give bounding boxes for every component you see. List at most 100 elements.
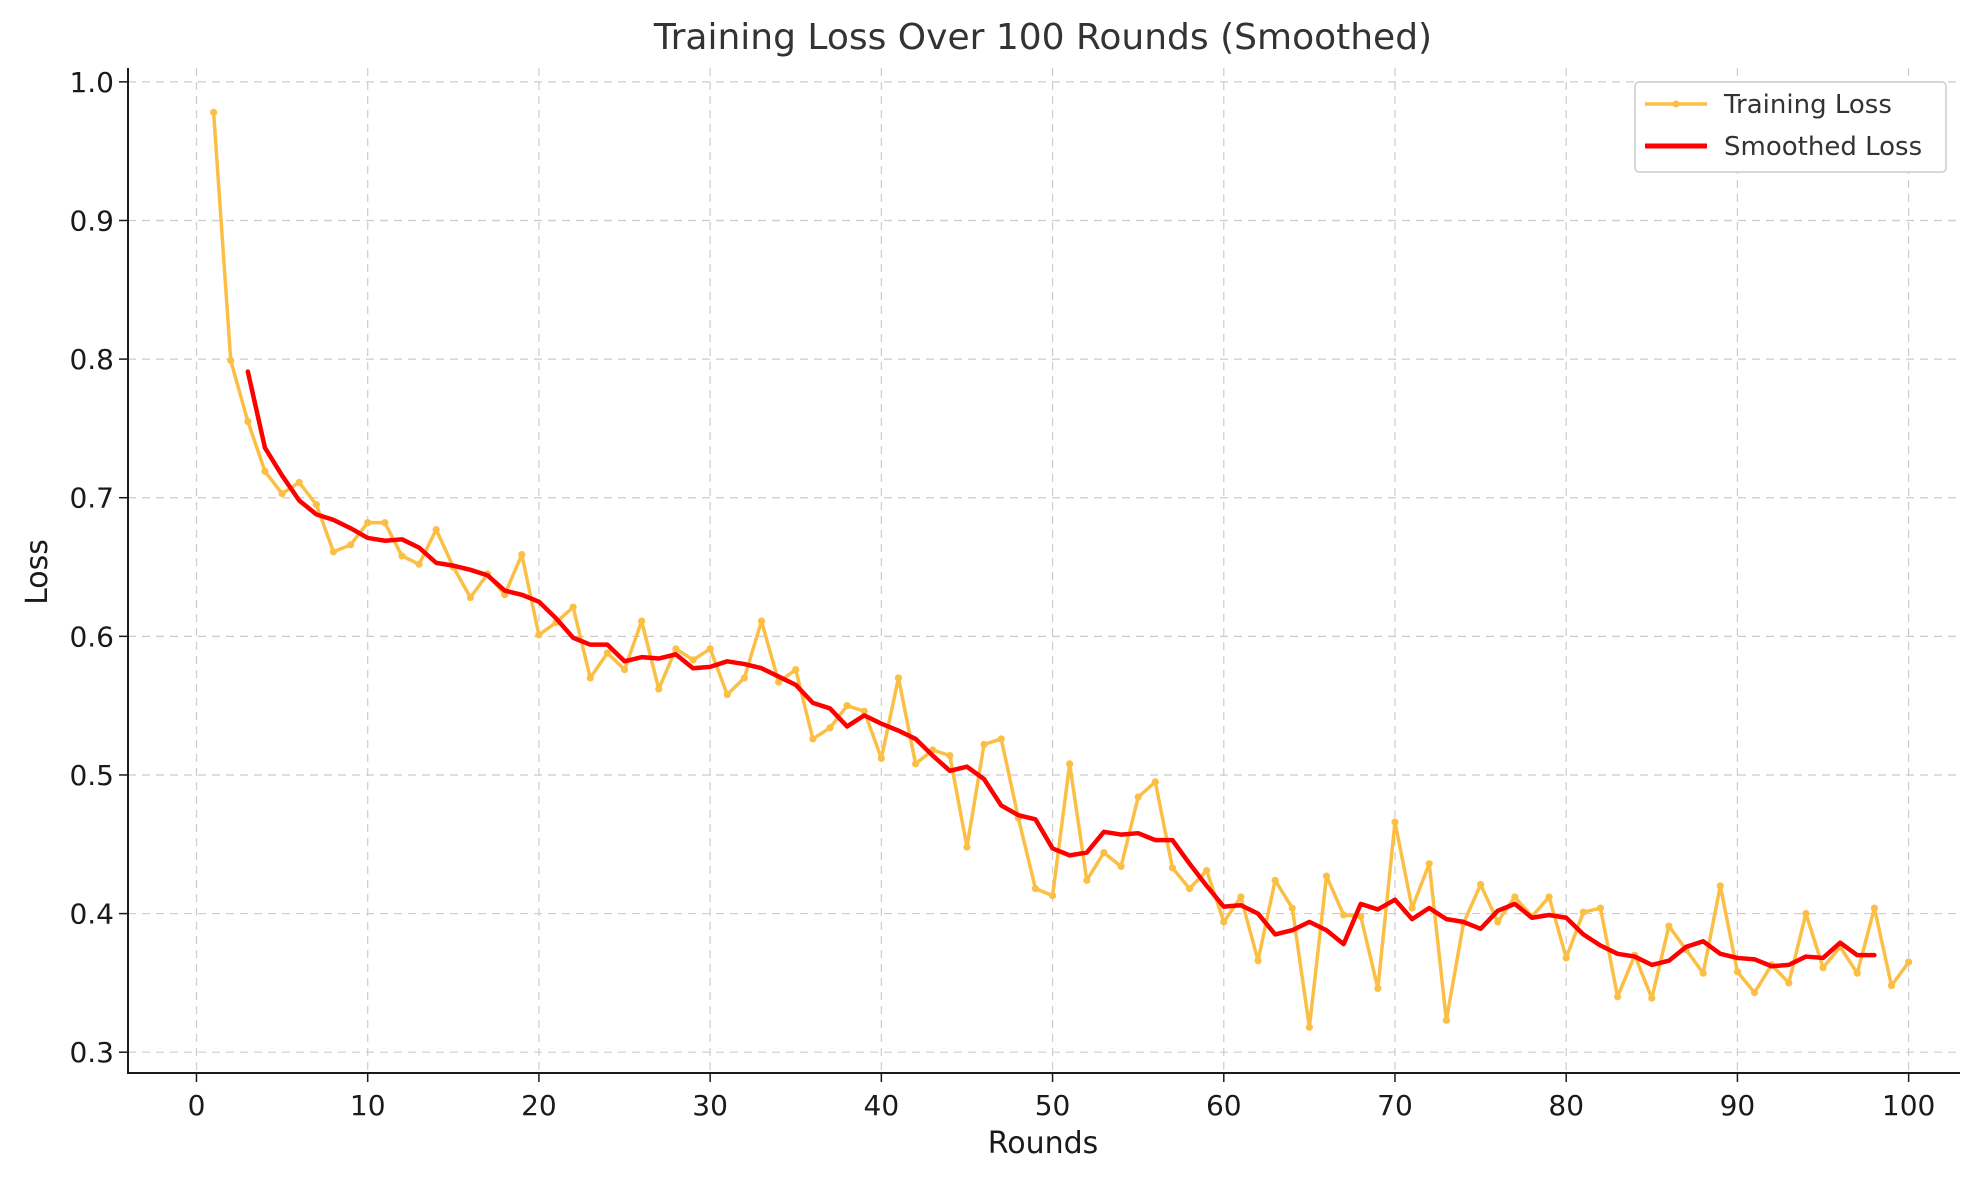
data-point-training-loss xyxy=(1425,860,1433,868)
data-point-training-loss xyxy=(1699,969,1707,977)
data-point-training-loss xyxy=(1477,880,1485,889)
x-tick-label: 50 xyxy=(1035,1089,1071,1122)
data-point-training-loss xyxy=(980,740,988,749)
data-point-training-loss xyxy=(757,617,766,625)
data-point-training-loss xyxy=(1716,882,1724,890)
data-point-training-loss xyxy=(1665,922,1673,930)
data-point-training-loss xyxy=(1100,848,1108,857)
data-point-training-loss xyxy=(860,707,868,715)
data-point-training-loss xyxy=(1802,909,1810,918)
data-point-training-loss xyxy=(1203,867,1211,875)
data-point-training-loss xyxy=(398,552,406,560)
grid xyxy=(128,68,1960,1073)
data-point-training-loss xyxy=(1237,893,1245,901)
x-tick-label: 80 xyxy=(1548,1089,1584,1122)
legend-label-training-loss: Training Loss xyxy=(1723,90,1892,120)
data-point-training-loss xyxy=(381,519,389,527)
data-point-training-loss xyxy=(210,108,218,116)
data-point-training-loss xyxy=(1887,982,1896,990)
y-tick-label: 1.0 xyxy=(69,66,114,99)
data-point-training-loss xyxy=(535,631,543,639)
data-point-training-loss xyxy=(1220,918,1228,926)
data-point-training-loss xyxy=(432,526,440,534)
data-point-training-loss xyxy=(1545,893,1553,901)
data-point-training-loss xyxy=(312,501,320,509)
y-tick-label: 0.6 xyxy=(69,620,114,653)
data-point-training-loss xyxy=(346,541,355,549)
data-point-training-loss xyxy=(518,550,526,559)
data-point-training-loss xyxy=(723,690,731,699)
data-point-training-loss xyxy=(1048,891,1057,900)
data-point-training-loss xyxy=(261,467,269,475)
series-layer xyxy=(210,108,1913,1031)
data-point-training-loss xyxy=(1374,984,1382,993)
data-point-training-loss xyxy=(1340,911,1348,919)
data-point-training-loss xyxy=(1271,876,1279,884)
data-point-training-loss xyxy=(1134,793,1142,801)
data-point-training-loss xyxy=(1151,778,1159,786)
data-point-training-loss xyxy=(415,560,423,568)
data-point-training-loss xyxy=(1083,876,1091,884)
data-point-training-loss xyxy=(1870,904,1878,912)
x-tick-label: 70 xyxy=(1377,1089,1413,1122)
data-point-training-loss xyxy=(1391,818,1399,826)
axes xyxy=(127,68,1960,1074)
chart-title: Training Loss Over 100 Rounds (Smoothed) xyxy=(653,17,1432,58)
data-point-training-loss xyxy=(1819,964,1827,972)
data-point-training-loss xyxy=(586,674,594,682)
y-tick-label: 0.5 xyxy=(69,759,114,792)
data-point-training-loss xyxy=(911,760,920,768)
data-point-training-loss xyxy=(1648,994,1656,1002)
data-point-training-loss xyxy=(1442,1016,1450,1024)
data-point-training-loss xyxy=(809,735,817,743)
data-point-training-loss xyxy=(638,617,646,625)
data-point-training-loss xyxy=(706,645,714,653)
data-point-training-loss xyxy=(1357,912,1365,920)
data-point-training-loss xyxy=(946,751,954,760)
data-point-training-loss xyxy=(1185,885,1194,893)
legend-label-smoothed-loss: Smoothed Loss xyxy=(1724,132,1922,162)
data-point-training-loss xyxy=(1031,885,1040,893)
data-point-training-loss xyxy=(1117,862,1125,871)
data-point-training-loss xyxy=(997,735,1005,743)
y-tick-label: 0.9 xyxy=(69,204,114,237)
data-point-training-loss xyxy=(227,356,235,365)
data-point-training-loss xyxy=(364,519,372,527)
data-point-training-loss xyxy=(1322,872,1331,880)
y-axis-label: Loss xyxy=(20,539,55,605)
x-tick-label: 20 xyxy=(521,1089,557,1122)
data-point-training-loss xyxy=(1511,893,1519,901)
x-tick-label: 90 xyxy=(1720,1089,1756,1122)
data-point-training-loss xyxy=(244,417,252,426)
data-point-training-loss xyxy=(1750,989,1759,997)
data-point-training-loss xyxy=(569,603,577,611)
data-point-training-loss xyxy=(1288,904,1296,912)
data-point-training-loss xyxy=(1785,979,1793,987)
data-point-training-loss xyxy=(1562,954,1570,962)
data-point-training-loss xyxy=(603,649,612,657)
legend-marker-training-loss xyxy=(1672,100,1680,108)
data-point-training-loss xyxy=(877,754,885,762)
x-tick-label: 30 xyxy=(692,1089,728,1122)
data-point-training-loss xyxy=(963,843,971,851)
x-tick-label: 100 xyxy=(1882,1089,1935,1122)
data-point-training-loss xyxy=(1733,968,1742,976)
data-point-training-loss xyxy=(1613,993,1622,1001)
data-point-training-loss xyxy=(775,678,783,686)
data-point-training-loss xyxy=(672,645,680,653)
data-point-training-loss xyxy=(1168,864,1177,872)
data-point-training-loss xyxy=(689,656,697,664)
data-point-training-loss xyxy=(1853,969,1861,977)
x-tick-label: 40 xyxy=(864,1089,900,1122)
x-tick-label: 0 xyxy=(188,1089,206,1122)
data-point-training-loss xyxy=(620,666,629,674)
ticks: 0 10 20 30 40 50 60 70 80 90 100 0.3 0.4 0.5 0.6 0.7 0.8… xyxy=(69,66,1935,1122)
y-tick-label: 0.7 xyxy=(69,482,114,515)
data-point-training-loss xyxy=(1066,760,1074,768)
data-point-training-loss xyxy=(792,666,800,674)
data-point-training-loss xyxy=(295,478,303,487)
x-axis-label: Rounds xyxy=(988,1126,1099,1161)
data-point-training-loss xyxy=(1494,918,1502,926)
data-point-training-loss xyxy=(1579,908,1587,916)
